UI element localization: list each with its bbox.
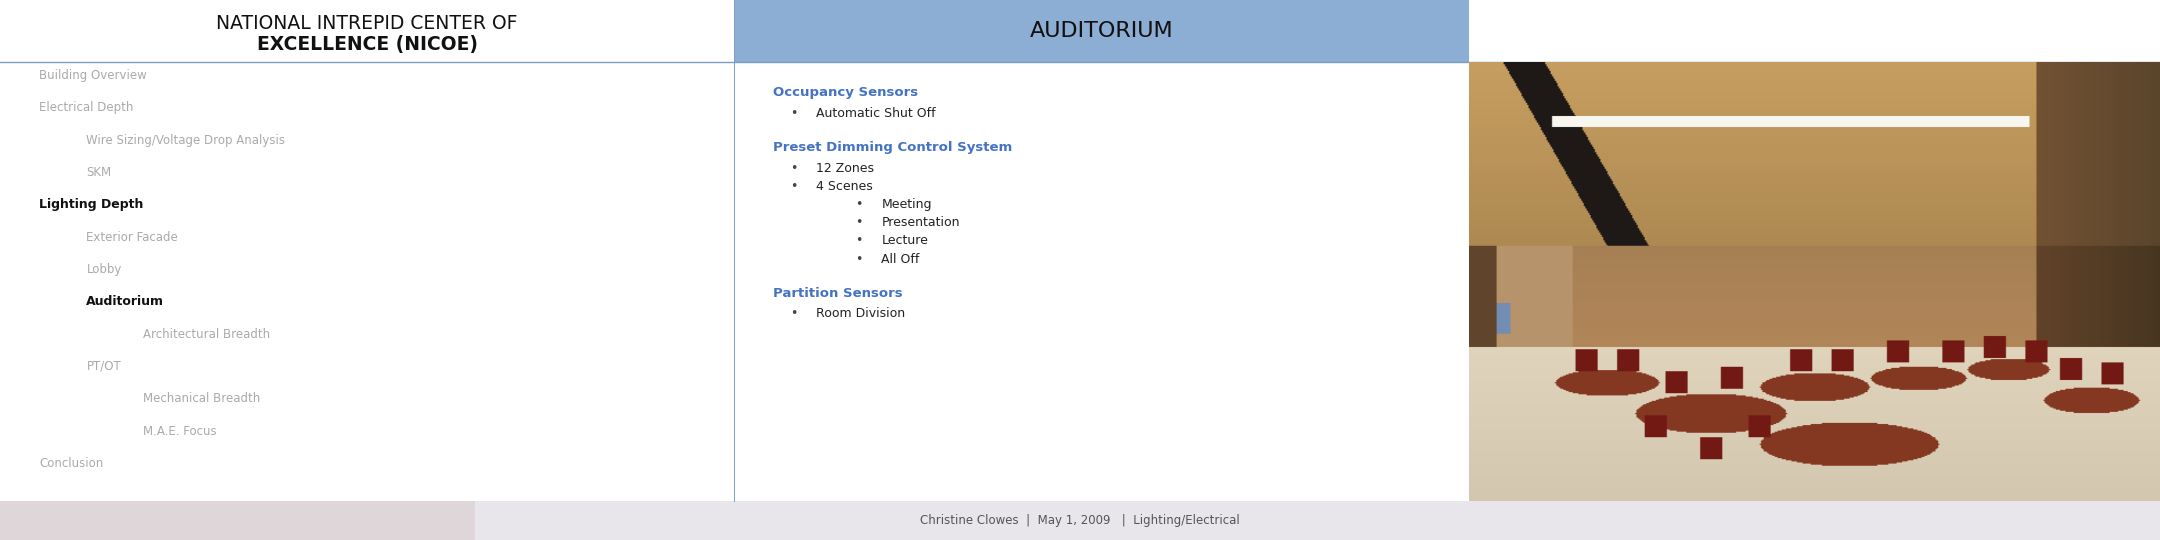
Text: Christine Clowes  |  May 1, 2009   |  Lighting/Electrical: Christine Clowes | May 1, 2009 | Lightin…	[920, 514, 1240, 527]
Text: Occupancy Sensors: Occupancy Sensors	[773, 86, 918, 99]
Text: Presentation: Presentation	[881, 216, 959, 229]
Text: Building Overview: Building Overview	[39, 69, 147, 82]
Text: Electrical Depth: Electrical Depth	[39, 102, 134, 114]
Text: Partition Sensors: Partition Sensors	[773, 287, 903, 300]
Text: Meeting: Meeting	[881, 198, 931, 211]
Text: Lobby: Lobby	[86, 263, 121, 276]
Text: •: •	[791, 107, 797, 120]
Text: •: •	[855, 253, 862, 266]
Text: PT/OT: PT/OT	[86, 360, 121, 373]
Text: •: •	[791, 307, 797, 320]
Text: Preset Dimming Control System: Preset Dimming Control System	[773, 141, 1013, 154]
Text: Exterior Facade: Exterior Facade	[86, 231, 177, 244]
Bar	[0, 501, 2160, 540]
Text: Lighting Depth: Lighting Depth	[39, 198, 143, 211]
Text: •: •	[791, 180, 797, 193]
Text: Room Division: Room Division	[816, 307, 905, 320]
Text: All Off: All Off	[881, 253, 920, 266]
Text: Lecture: Lecture	[881, 234, 929, 247]
Text: NATIONAL INTREPID CENTER OF: NATIONAL INTREPID CENTER OF	[216, 14, 518, 33]
Text: Mechanical Breadth: Mechanical Breadth	[143, 392, 259, 405]
Text: Architectural Breadth: Architectural Breadth	[143, 328, 270, 341]
Text: Conclusion: Conclusion	[39, 457, 104, 470]
Text: EXCELLENCE (NICOE): EXCELLENCE (NICOE)	[257, 35, 477, 54]
Text: AUDITORIUM: AUDITORIUM	[1030, 21, 1173, 41]
Text: 12 Zones: 12 Zones	[816, 162, 875, 175]
Text: •: •	[855, 234, 862, 247]
Text: •: •	[855, 198, 862, 211]
Text: Auditorium: Auditorium	[86, 295, 164, 308]
Text: M.A.E. Focus: M.A.E. Focus	[143, 424, 216, 437]
Text: Wire Sizing/Voltage Drop Analysis: Wire Sizing/Voltage Drop Analysis	[86, 134, 285, 147]
Text: •: •	[791, 162, 797, 175]
Text: SKM: SKM	[86, 166, 112, 179]
Text: •: •	[855, 216, 862, 229]
Text: Automatic Shut Off: Automatic Shut Off	[816, 107, 935, 120]
Bar	[734, 0, 1469, 62]
Bar	[0, 501, 475, 540]
Text: 4 Scenes: 4 Scenes	[816, 180, 873, 193]
